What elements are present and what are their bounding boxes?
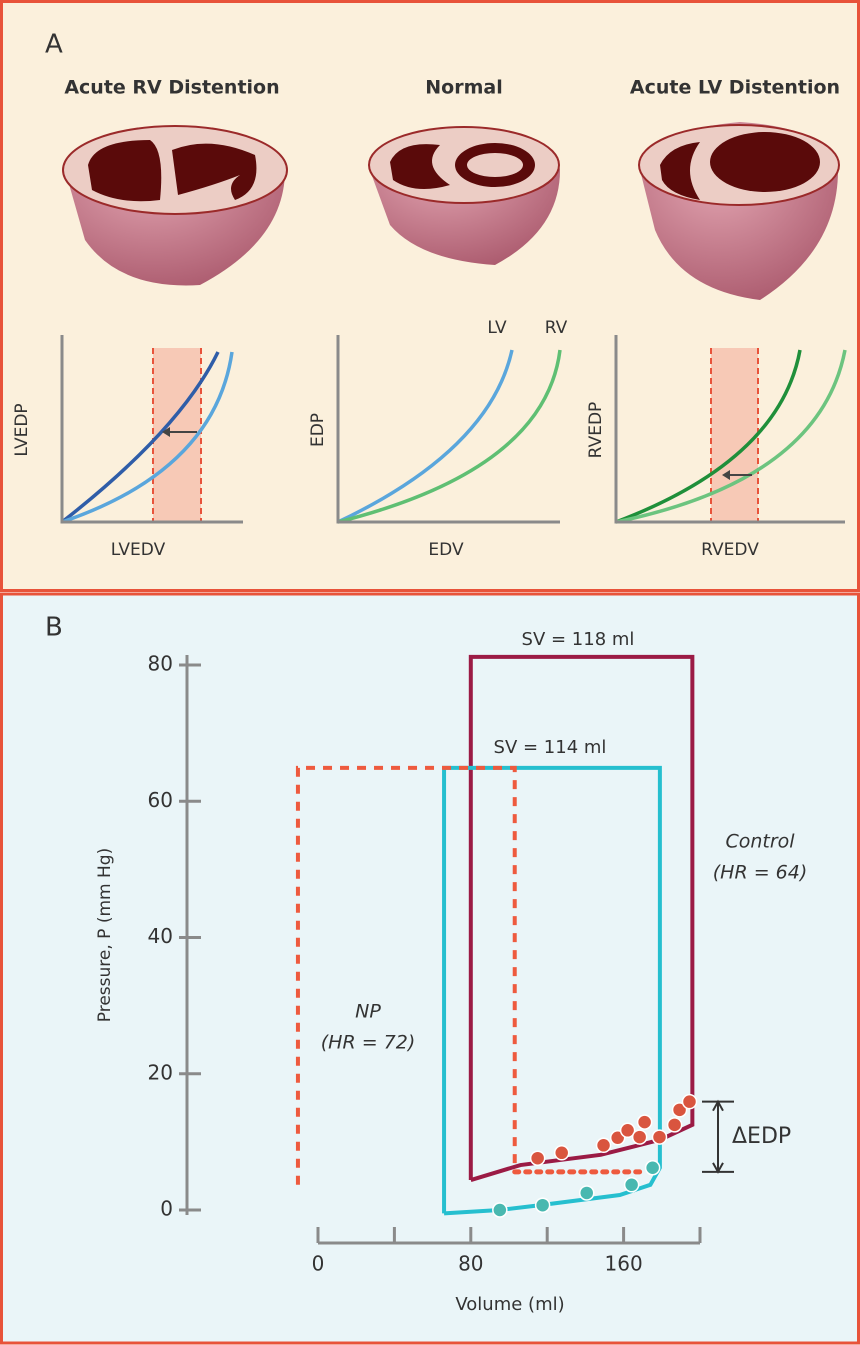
series-label: Control	[725, 831, 795, 853]
x-tick-label: 160	[605, 1252, 643, 1276]
y-tick-label: 40	[148, 924, 173, 948]
data-point	[625, 1178, 639, 1192]
data-point	[597, 1138, 611, 1152]
series-note: (HR = 72)	[321, 1032, 416, 1054]
axis-label: RVEDP	[586, 402, 606, 459]
y-tick-label: 80	[148, 652, 173, 676]
column-title: Normal	[425, 77, 502, 99]
series-label: NP	[355, 1001, 381, 1023]
axis-label: EDP	[308, 413, 328, 447]
data-point	[633, 1130, 647, 1144]
data-point	[555, 1146, 569, 1160]
axis-label: LVEDV	[111, 540, 166, 560]
panel-label: A	[45, 30, 63, 60]
panel-b	[2, 594, 859, 1343]
data-point	[653, 1130, 667, 1144]
x-tick-label: 0	[312, 1252, 325, 1276]
curve-label: LV	[487, 318, 507, 338]
data-point	[493, 1203, 507, 1217]
y-tick-label: 20	[148, 1060, 173, 1084]
series-note: (HR = 64)	[713, 862, 808, 884]
data-point	[682, 1095, 696, 1109]
data-point	[531, 1151, 545, 1165]
edp-label: ΔEDP	[732, 1124, 791, 1149]
y-tick-label: 60	[148, 788, 173, 812]
y-tick-label: 0	[160, 1197, 173, 1221]
panel-label: B	[45, 613, 63, 643]
x-axis-title: Volume (ml)	[455, 1294, 564, 1315]
axis-label: RVEDV	[701, 540, 759, 560]
axis-label: LVEDP	[12, 403, 32, 456]
column-title: Acute LV Distention	[630, 77, 840, 99]
curve-label: RV	[545, 318, 568, 338]
data-point	[668, 1118, 682, 1132]
data-point	[536, 1198, 550, 1212]
data-point	[646, 1161, 660, 1175]
sv-label: SV = 118 ml	[522, 629, 635, 650]
y-axis-title: Pressure, P (mm Hg)	[95, 848, 115, 1022]
axis-label: EDV	[428, 540, 464, 560]
figure: A Acute RV Distention Normal Acute LV Di…	[0, 0, 860, 1345]
sv-label: SV = 114 ml	[494, 737, 607, 758]
x-tick-label: 80	[458, 1252, 483, 1276]
column-title: Acute RV Distention	[64, 77, 279, 99]
data-point	[638, 1115, 652, 1129]
data-point	[580, 1186, 594, 1200]
